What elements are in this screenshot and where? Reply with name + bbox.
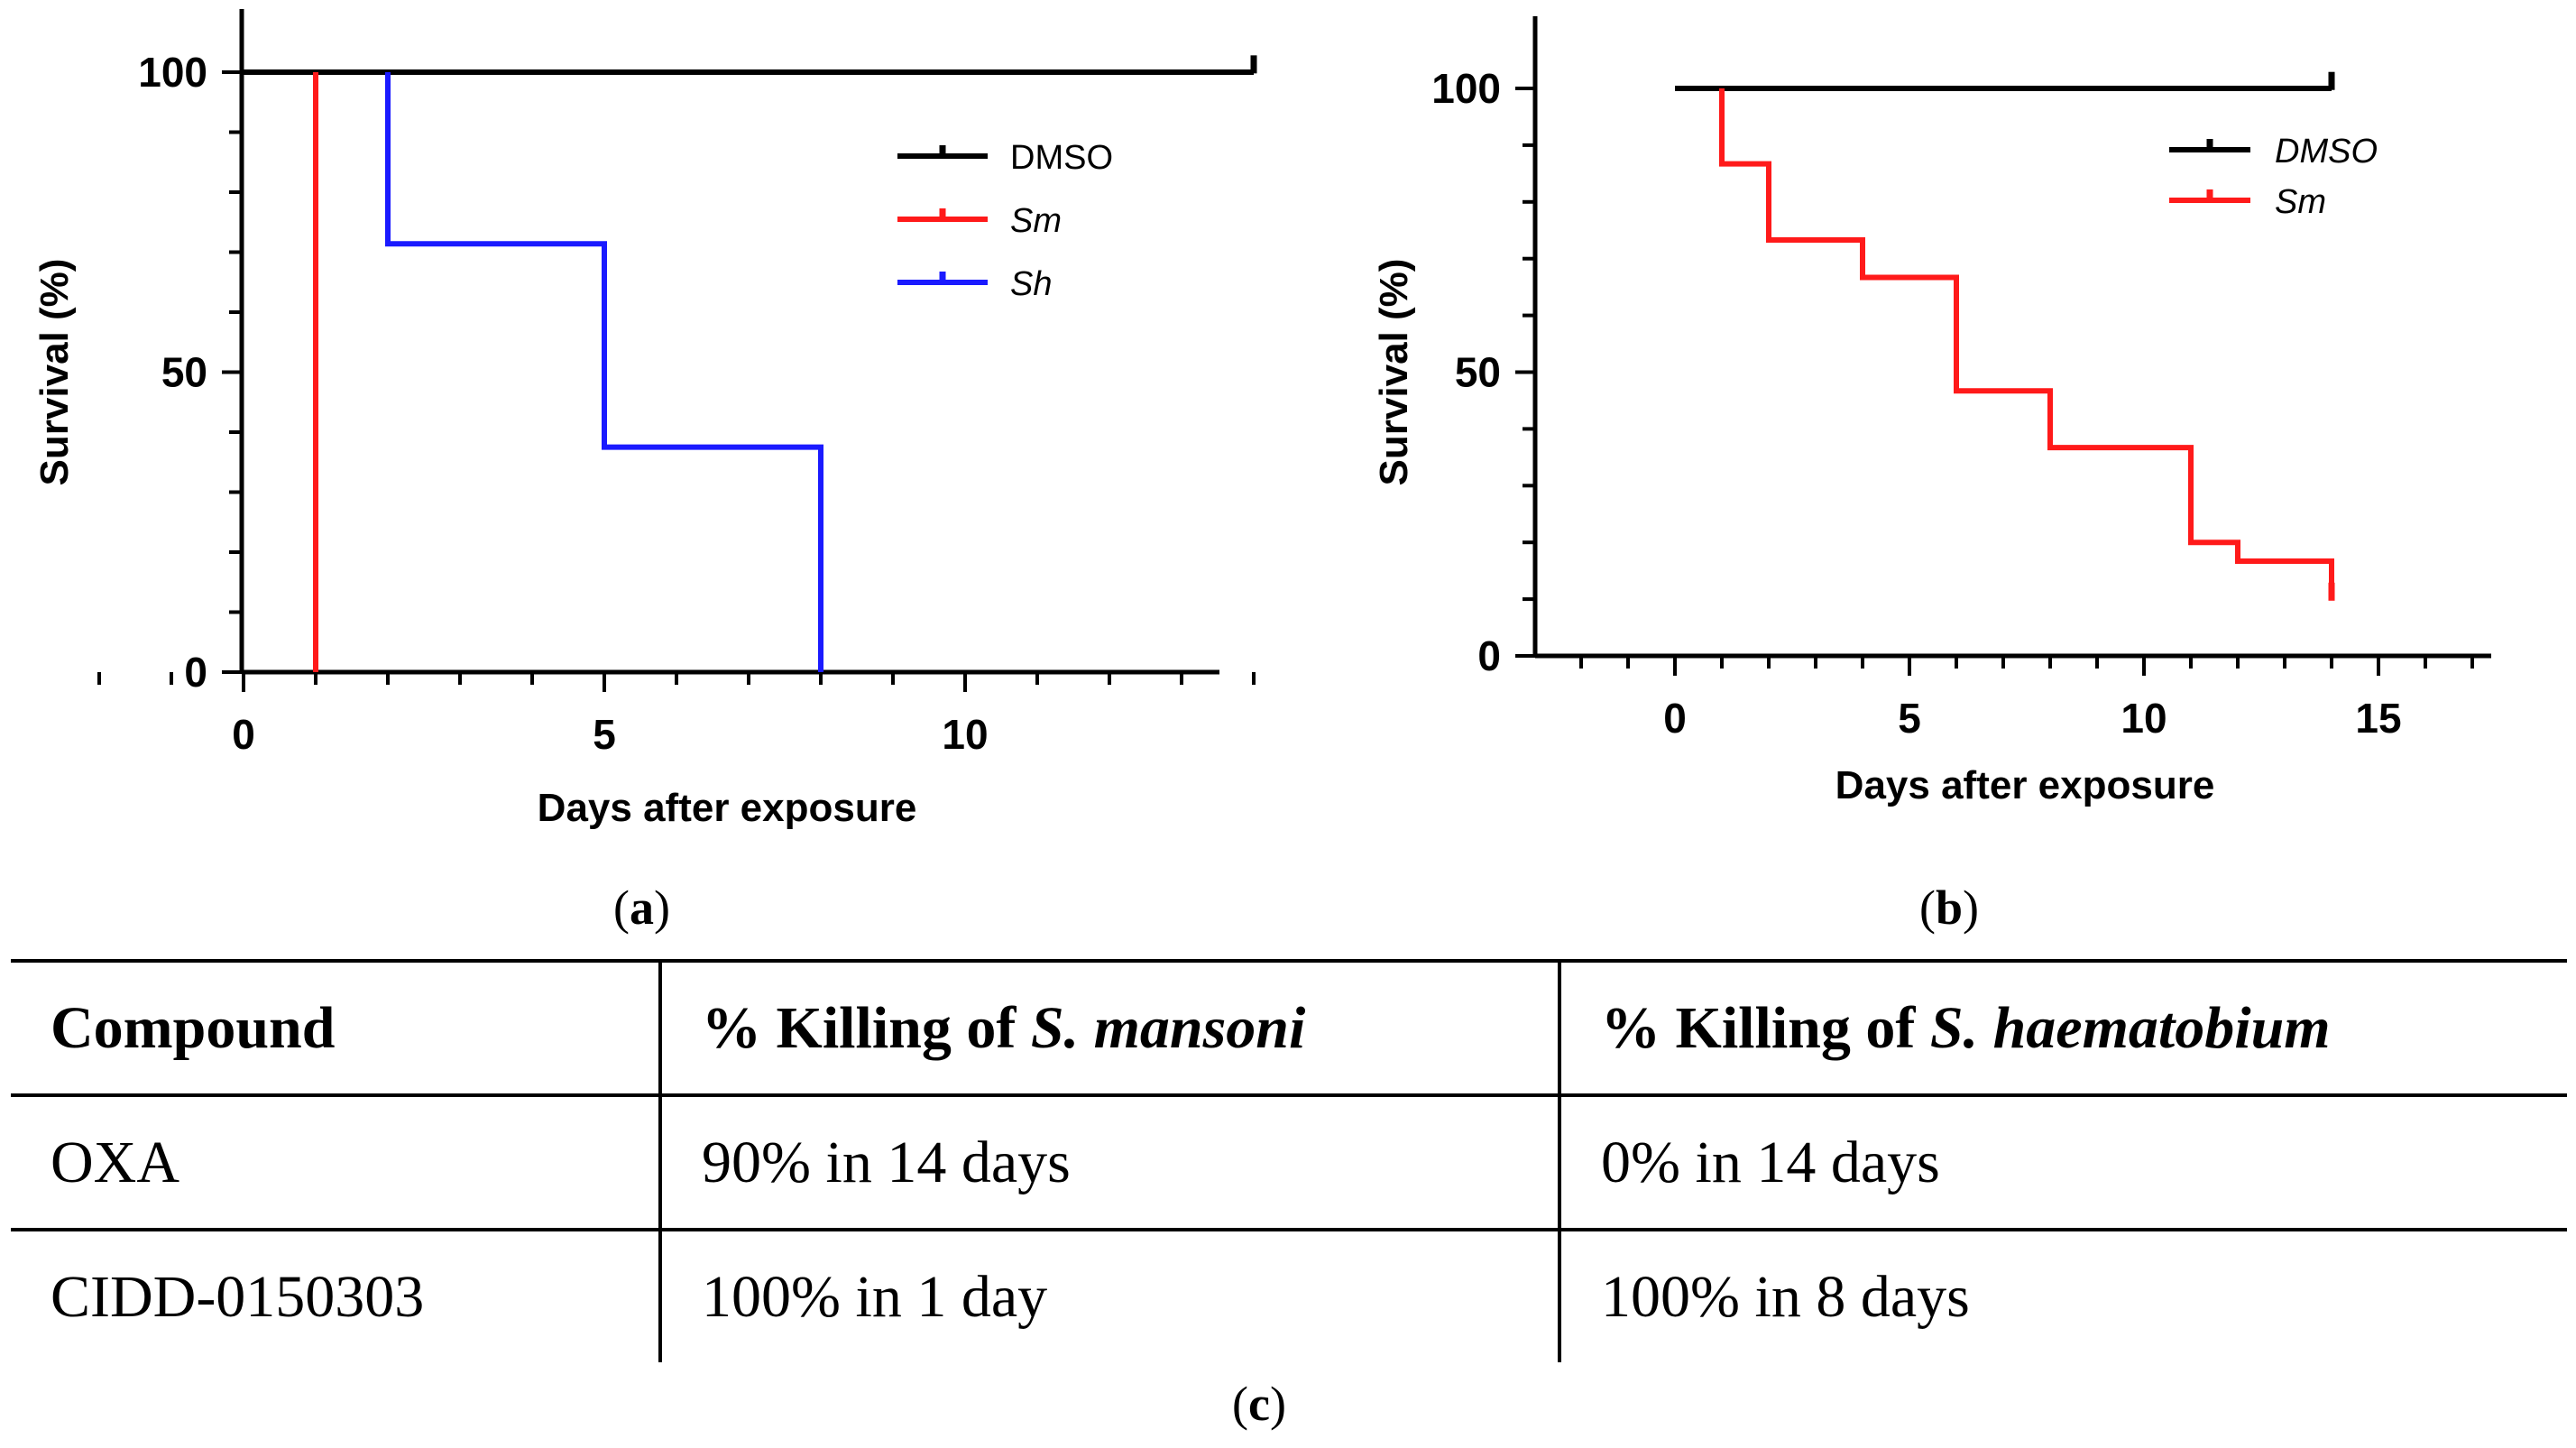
x-tick-label: 10 bbox=[2121, 695, 2167, 742]
table-row: CIDD-0150303 100% in 1 day 100% in 8 day… bbox=[11, 1230, 2567, 1362]
y-tick-label: 100 bbox=[1431, 65, 1501, 112]
legend-label: DMSO bbox=[2275, 133, 2378, 171]
x-tick-label: 0 bbox=[1663, 695, 1687, 742]
y-tick-label: 50 bbox=[161, 349, 207, 396]
chart-b-svg: 0 5 10 15 0 50 100 Days after exposure Survival … bbox=[1372, 16, 2491, 807]
series-line-sh bbox=[385, 72, 823, 672]
x-axis-label: Days after exposure bbox=[1835, 763, 2215, 807]
y-tick-label: 100 bbox=[138, 49, 207, 96]
panel-label-c: (c) bbox=[1232, 1377, 1286, 1431]
cell-haematobium: 100% in 8 days bbox=[1558, 1230, 2567, 1362]
x-tick-label: 5 bbox=[1898, 695, 1921, 742]
y-axis-label: Survival (%) bbox=[32, 259, 77, 486]
y-tick-label: 0 bbox=[1477, 632, 1501, 679]
legend-label: Sm bbox=[1010, 202, 1062, 240]
legend-label: Sh bbox=[1010, 265, 1052, 303]
header-compound: Compound bbox=[11, 959, 660, 1097]
x-tick-label: 10 bbox=[942, 711, 988, 758]
survival-chart-b: 0 5 10 15 0 50 100 Days after exposure Survival … bbox=[1299, 0, 2576, 875]
header-mansoni: % Killing of S. mansoni bbox=[658, 959, 1559, 1097]
legend-label: Sm bbox=[2275, 183, 2326, 221]
legend-label: DMSO bbox=[1010, 139, 1113, 177]
x-tick-label: 0 bbox=[232, 711, 255, 758]
killing-summary-table: Compound % Killing of S. mansoni % Killi… bbox=[11, 959, 2567, 1362]
cell-haematobium: 0% in 14 days bbox=[1558, 1095, 2567, 1231]
y-tick-label: 50 bbox=[1455, 349, 1501, 396]
x-axis-label: Days after exposure bbox=[538, 786, 917, 830]
table-row: OXA 90% in 14 days 0% in 14 days bbox=[11, 1095, 2567, 1231]
header-haematobium: % Killing of S. haematobium bbox=[1558, 959, 2567, 1097]
y-tick-label: 0 bbox=[184, 649, 207, 696]
cell-mansoni: 100% in 1 day bbox=[658, 1230, 1559, 1362]
table-header-row: Compound % Killing of S. mansoni % Killi… bbox=[11, 959, 2567, 1097]
panel-label-b: (b) bbox=[1919, 881, 1980, 935]
panel-label-a: (a) bbox=[613, 881, 670, 935]
cell-mansoni: 90% in 14 days bbox=[658, 1095, 1559, 1231]
y-axis-label: Survival (%) bbox=[1372, 259, 1416, 486]
series-line-sm bbox=[1719, 88, 2334, 596]
cell-compound: CIDD-0150303 bbox=[51, 1263, 425, 1330]
x-tick-label: 15 bbox=[2355, 695, 2401, 742]
x-tick-label: 5 bbox=[593, 711, 616, 758]
cell-compound: OXA bbox=[11, 1095, 660, 1231]
